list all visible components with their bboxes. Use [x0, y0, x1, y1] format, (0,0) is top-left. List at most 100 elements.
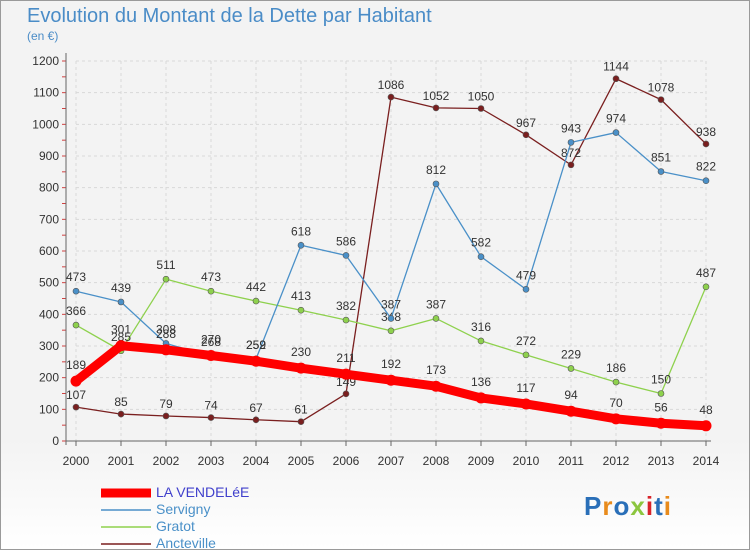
- data-label: 186: [606, 361, 626, 375]
- legend-label: Ancteville: [156, 535, 216, 551]
- data-label: 211: [336, 351, 355, 365]
- data-label: 413: [291, 289, 311, 303]
- data-label: 192: [381, 357, 401, 371]
- data-point: [657, 390, 665, 397]
- data-label: 272: [516, 334, 536, 348]
- data-point: [702, 177, 710, 184]
- data-label: 150: [651, 373, 671, 387]
- data-label: 473: [201, 270, 221, 284]
- logo-letter: P: [584, 491, 603, 521]
- chart-subtitle: (en €): [27, 29, 59, 43]
- data-point: [205, 350, 217, 361]
- y-tick-label: 700: [39, 212, 59, 226]
- data-point: [432, 180, 440, 188]
- data-label: 582: [471, 236, 491, 250]
- y-tick-label: 600: [39, 244, 59, 258]
- data-label: 812: [426, 163, 446, 177]
- data-label: 618: [291, 224, 311, 238]
- data-label: 851: [651, 151, 671, 165]
- data-point: [702, 283, 710, 291]
- data-label: 48: [699, 403, 713, 417]
- data-label: 974: [606, 112, 626, 126]
- data-point: [477, 337, 485, 345]
- data-point: [567, 365, 575, 372]
- data-point: [342, 390, 350, 398]
- data-label: 61: [294, 403, 308, 417]
- data-point: [72, 403, 80, 411]
- data-label: 136: [471, 375, 491, 389]
- data-point: [162, 275, 170, 283]
- y-tick-label: 200: [39, 371, 59, 385]
- data-point: [567, 161, 575, 169]
- y-tick-label: 100: [39, 402, 59, 416]
- data-label: 938: [696, 125, 716, 139]
- data-point: [475, 392, 487, 404]
- legend-label: Servigny: [156, 501, 211, 517]
- data-point: [612, 129, 620, 136]
- data-point: [477, 105, 485, 112]
- x-tick-label: 2004: [243, 454, 270, 468]
- y-tick-label: 800: [39, 181, 59, 195]
- data-point: [207, 287, 215, 295]
- data-point: [297, 418, 305, 425]
- data-point: [522, 286, 530, 293]
- legend-label: Gratot: [156, 518, 195, 534]
- data-label: 442: [246, 280, 266, 294]
- data-point: [387, 93, 395, 101]
- logo-letter: i: [663, 491, 672, 521]
- logo-letter: o: [613, 491, 631, 521]
- x-tick-label: 2008: [423, 454, 450, 468]
- data-label: 822: [696, 160, 716, 174]
- data-point: [477, 253, 485, 260]
- data-point: [657, 168, 665, 175]
- data-label: 1086: [378, 78, 405, 92]
- x-tick-label: 2001: [108, 454, 135, 468]
- data-point: [207, 414, 215, 421]
- data-point: [342, 316, 350, 324]
- x-tick-label: 2003: [198, 454, 225, 468]
- data-label: 1144: [603, 60, 629, 74]
- x-tick-label: 2006: [333, 454, 360, 468]
- data-label: 1050: [468, 90, 495, 104]
- data-label: 382: [336, 299, 356, 313]
- data-point: [342, 252, 350, 259]
- data-point: [430, 380, 442, 392]
- data-point: [117, 298, 125, 306]
- y-tick-label: 0: [52, 434, 59, 448]
- y-tick-label: 900: [39, 149, 59, 163]
- data-label: 79: [159, 397, 173, 411]
- data-point: [520, 398, 532, 410]
- data-label: 872: [561, 146, 581, 160]
- data-point: [432, 315, 440, 322]
- data-label: 270: [201, 333, 221, 347]
- data-label: 230: [291, 345, 311, 359]
- data-label: 1078: [648, 81, 675, 95]
- legend-label: LA VENDELéE: [156, 484, 250, 500]
- data-label: 173: [426, 363, 446, 377]
- data-label: 967: [516, 116, 536, 130]
- data-point: [657, 96, 665, 103]
- data-point: [160, 344, 172, 356]
- data-label: 107: [66, 388, 86, 402]
- data-label: 85: [114, 395, 128, 409]
- data-label: 366: [66, 304, 86, 318]
- data-point: [522, 351, 530, 359]
- data-point: [117, 410, 125, 418]
- data-label: 288: [156, 327, 176, 341]
- logo-letter: x: [630, 491, 646, 521]
- data-point: [702, 140, 710, 148]
- data-point: [250, 355, 262, 367]
- data-point: [297, 242, 305, 249]
- data-point: [387, 327, 395, 335]
- logo-letter: i: [645, 491, 655, 521]
- data-label: 268: [201, 335, 221, 349]
- data-label: 94: [564, 388, 578, 402]
- data-label: 117: [516, 381, 535, 395]
- data-point: [612, 75, 620, 83]
- data-point: [115, 340, 127, 352]
- data-label: 1052: [423, 89, 450, 103]
- proxiti-logo: Proxiti: [584, 491, 672, 522]
- logo-letter: r: [602, 491, 614, 521]
- data-point: [610, 413, 622, 425]
